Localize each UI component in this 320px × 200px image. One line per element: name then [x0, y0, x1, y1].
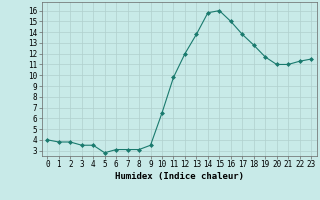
X-axis label: Humidex (Indice chaleur): Humidex (Indice chaleur)	[115, 172, 244, 181]
